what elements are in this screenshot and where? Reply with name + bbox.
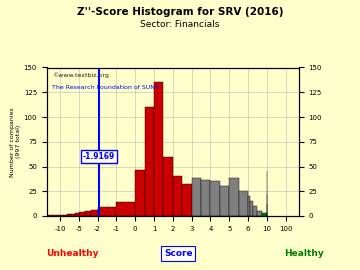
Bar (163, 157, 173, 216)
Bar (210, 181, 220, 216)
Bar (60, 215, 64, 216)
Text: Sector: Financials: Sector: Financials (140, 20, 220, 29)
Text: Healthy: Healthy (284, 249, 324, 258)
Bar (91, 210, 98, 216)
Bar (257, 211, 262, 216)
Bar (229, 178, 239, 216)
Bar (250, 201, 253, 216)
Bar (192, 178, 201, 216)
Text: The Research Foundation of SUNY: The Research Foundation of SUNY (52, 85, 159, 90)
Bar (4, 214, 22, 216)
Bar (154, 82, 163, 216)
Bar (67, 214, 71, 216)
Y-axis label: Number of companies
(997 total): Number of companies (997 total) (10, 107, 21, 177)
Bar (201, 180, 210, 216)
Bar (239, 191, 248, 216)
Bar (145, 107, 154, 216)
Bar (173, 176, 182, 216)
Bar (116, 202, 135, 216)
Bar (98, 207, 116, 216)
Bar (182, 184, 192, 216)
Text: -1.9169: -1.9169 (83, 152, 115, 161)
Bar (64, 215, 67, 216)
Text: Unhealthy: Unhealthy (46, 249, 98, 258)
Bar (41, 215, 60, 216)
Text: Z''-Score Histogram for SRV (2016): Z''-Score Histogram for SRV (2016) (77, 7, 283, 17)
Bar (135, 170, 145, 216)
Bar (262, 213, 267, 216)
Bar (75, 213, 79, 216)
Bar (220, 186, 229, 216)
Bar (0, 215, 4, 216)
Bar (253, 206, 257, 216)
Bar (79, 212, 85, 216)
Bar (22, 214, 41, 216)
Bar (85, 211, 91, 216)
Bar (248, 196, 250, 216)
Text: ©www.textbiz.org: ©www.textbiz.org (52, 72, 109, 77)
Text: Score: Score (164, 249, 193, 258)
Bar (71, 214, 75, 216)
